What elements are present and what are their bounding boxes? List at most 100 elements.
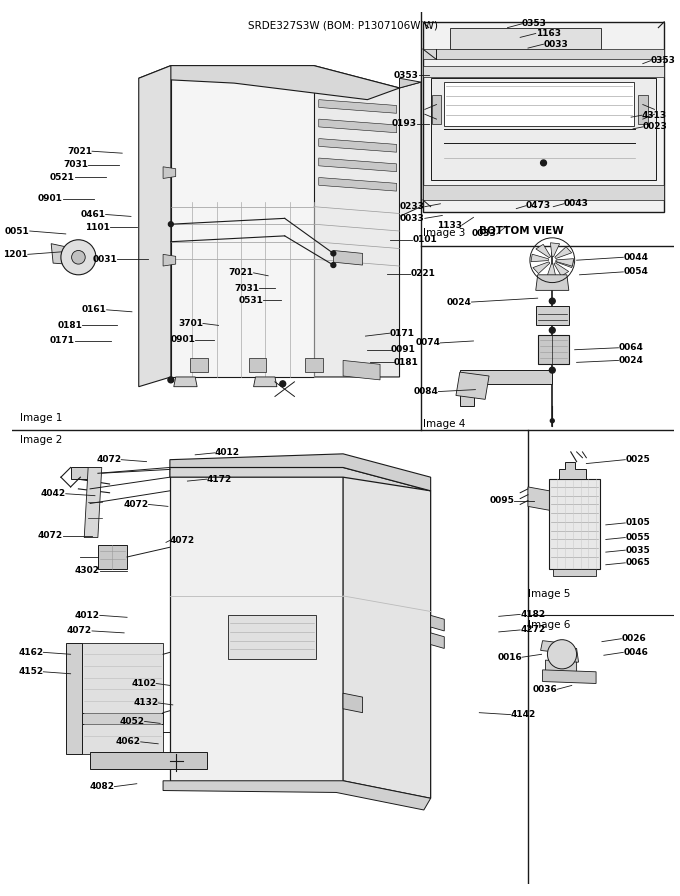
Polygon shape — [432, 95, 441, 124]
Bar — [423, 22, 664, 211]
Bar — [228, 616, 316, 659]
Polygon shape — [430, 616, 444, 631]
Text: 0353: 0353 — [522, 19, 547, 29]
Polygon shape — [249, 358, 266, 372]
Text: 0353: 0353 — [651, 56, 675, 65]
Text: 0024: 0024 — [618, 356, 643, 365]
Text: 4152: 4152 — [18, 668, 44, 676]
Text: 0054: 0054 — [624, 267, 648, 276]
Polygon shape — [163, 254, 175, 266]
Text: 0101: 0101 — [412, 236, 437, 245]
Circle shape — [61, 240, 96, 275]
Text: 0035: 0035 — [626, 546, 650, 555]
Text: 0461: 0461 — [81, 210, 105, 219]
Polygon shape — [551, 643, 561, 652]
Circle shape — [331, 251, 336, 256]
Text: 0521: 0521 — [50, 173, 75, 182]
Bar — [450, 28, 601, 49]
Text: 4182: 4182 — [520, 610, 545, 619]
Text: 0033: 0033 — [400, 214, 425, 223]
Text: 4172: 4172 — [207, 475, 232, 484]
Polygon shape — [400, 82, 421, 217]
Text: 0181: 0181 — [394, 358, 419, 366]
Text: 0016: 0016 — [497, 652, 522, 662]
Text: 0901: 0901 — [170, 335, 195, 344]
Text: 4012: 4012 — [75, 611, 100, 620]
Text: 0064: 0064 — [618, 343, 643, 352]
Polygon shape — [430, 633, 444, 649]
Circle shape — [71, 251, 85, 264]
Polygon shape — [557, 658, 566, 666]
Circle shape — [168, 377, 174, 383]
Polygon shape — [319, 177, 396, 191]
Text: 7021: 7021 — [67, 147, 92, 156]
Text: 0043: 0043 — [564, 199, 589, 208]
Bar — [549, 479, 600, 569]
Polygon shape — [139, 65, 171, 387]
Polygon shape — [319, 119, 396, 133]
Polygon shape — [314, 65, 400, 377]
Text: Image 1: Image 1 — [20, 413, 63, 423]
Circle shape — [549, 367, 555, 373]
Polygon shape — [559, 461, 586, 479]
Polygon shape — [319, 99, 396, 113]
Text: 4313: 4313 — [642, 111, 667, 120]
Polygon shape — [305, 358, 322, 372]
Text: 4082: 4082 — [89, 782, 114, 791]
Circle shape — [541, 160, 547, 166]
Circle shape — [547, 640, 577, 669]
Bar — [423, 49, 664, 59]
Text: 0105: 0105 — [626, 519, 650, 528]
Polygon shape — [170, 468, 430, 491]
Polygon shape — [163, 167, 175, 178]
Polygon shape — [559, 649, 579, 664]
Polygon shape — [170, 454, 430, 491]
Text: 0031: 0031 — [92, 254, 118, 263]
Text: 0055: 0055 — [626, 533, 650, 542]
Text: 0473: 0473 — [526, 202, 551, 211]
Text: 0353: 0353 — [394, 71, 419, 80]
Text: 7031: 7031 — [63, 160, 88, 169]
Polygon shape — [541, 641, 559, 652]
Text: 0221: 0221 — [410, 270, 435, 279]
Text: 0531: 0531 — [239, 296, 263, 305]
Text: 0024: 0024 — [447, 297, 471, 306]
Text: 0026: 0026 — [622, 634, 646, 643]
Polygon shape — [528, 487, 549, 511]
Text: 4102: 4102 — [131, 679, 156, 688]
Text: 0025: 0025 — [626, 455, 650, 464]
Polygon shape — [66, 642, 82, 754]
Text: BOTTOM VIEW: BOTTOM VIEW — [479, 226, 564, 236]
Text: 0233: 0233 — [400, 202, 425, 211]
Text: 3701: 3701 — [178, 319, 203, 328]
Polygon shape — [400, 78, 421, 88]
Text: 4162: 4162 — [18, 648, 44, 657]
Text: 0091: 0091 — [391, 345, 415, 354]
Text: 4272: 4272 — [520, 625, 545, 634]
Polygon shape — [333, 251, 362, 265]
Polygon shape — [319, 139, 396, 152]
Circle shape — [550, 418, 554, 423]
Text: 1201: 1201 — [3, 250, 28, 259]
Polygon shape — [84, 468, 102, 538]
Polygon shape — [538, 335, 569, 365]
Text: 0161: 0161 — [82, 306, 107, 314]
Text: 4072: 4072 — [170, 536, 195, 545]
Text: 4142: 4142 — [511, 711, 536, 719]
Text: Image 6: Image 6 — [528, 620, 571, 630]
Polygon shape — [531, 254, 549, 262]
Text: 1163: 1163 — [536, 29, 561, 38]
Polygon shape — [254, 377, 277, 387]
Polygon shape — [171, 65, 314, 377]
Text: 0095: 0095 — [490, 496, 514, 505]
Polygon shape — [638, 95, 647, 124]
Text: 0033: 0033 — [472, 229, 497, 238]
Polygon shape — [343, 360, 380, 380]
Text: 4012: 4012 — [215, 448, 239, 457]
Text: 7021: 7021 — [228, 268, 254, 278]
Polygon shape — [139, 65, 400, 99]
Polygon shape — [556, 260, 574, 268]
Polygon shape — [456, 372, 489, 400]
Text: 0046: 0046 — [624, 648, 648, 657]
Text: 0193: 0193 — [392, 119, 417, 128]
